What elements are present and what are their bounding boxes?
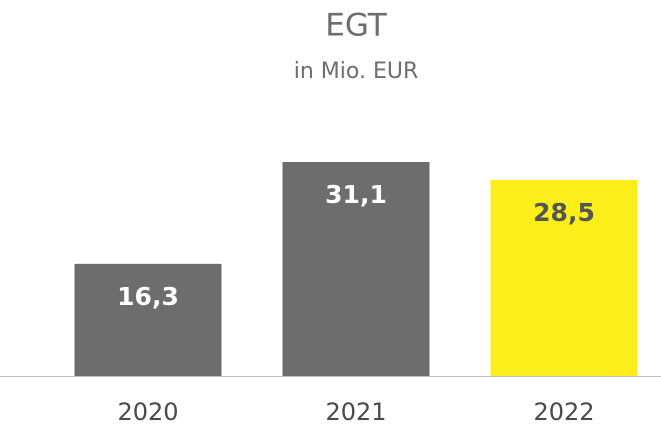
- x-tick-label: 2022: [533, 398, 594, 426]
- value-label: 28,5: [533, 198, 595, 227]
- x-tick-label: 2020: [117, 398, 178, 426]
- value-label: 16,3: [117, 282, 179, 311]
- chart-subtitle: in Mio. EUR: [294, 59, 419, 84]
- value-label: 31,1: [325, 180, 387, 209]
- chart-title: EGT: [325, 8, 388, 44]
- bar: [282, 162, 430, 376]
- bar: [490, 179, 638, 376]
- x-tick-label: 2021: [325, 398, 386, 426]
- bar: [74, 263, 222, 376]
